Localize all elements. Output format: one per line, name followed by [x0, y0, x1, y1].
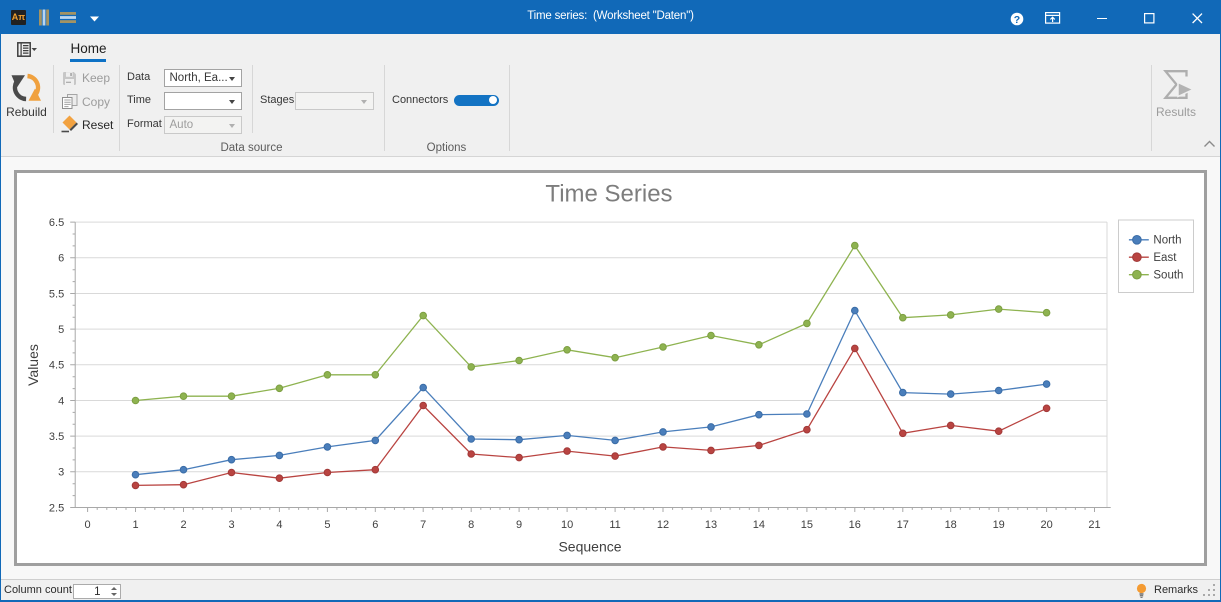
svg-text:2.5: 2.5 [49, 502, 64, 514]
svg-text:11: 11 [609, 519, 620, 531]
svg-text:4: 4 [276, 519, 282, 531]
svg-text:19: 19 [993, 519, 1005, 531]
svg-text:6: 6 [372, 519, 378, 531]
svg-text:14: 14 [753, 519, 765, 531]
svg-text:20: 20 [1040, 519, 1052, 531]
svg-text:6.5: 6.5 [49, 217, 64, 229]
svg-text:3: 3 [58, 467, 64, 479]
svg-text:South: South [1153, 270, 1183, 282]
svg-text:?: ? [1014, 14, 1020, 26]
svg-text:9: 9 [516, 519, 522, 531]
svg-text:13: 13 [705, 519, 717, 531]
svg-text:3: 3 [228, 519, 234, 531]
svg-text:Sequence: Sequence [558, 539, 621, 555]
svg-text:North: North [1153, 235, 1181, 247]
svg-text:Values: Values [25, 344, 41, 386]
svg-text:5.5: 5.5 [49, 288, 64, 300]
svg-text:3.5: 3.5 [49, 431, 64, 443]
svg-text:21: 21 [1088, 519, 1100, 531]
svg-text:1: 1 [132, 519, 138, 531]
svg-text:17: 17 [897, 519, 909, 531]
svg-text:6: 6 [58, 253, 64, 265]
svg-text:18: 18 [945, 519, 957, 531]
svg-text:Time Series: Time Series [545, 181, 672, 208]
svg-text:15: 15 [801, 519, 813, 531]
svg-text:5: 5 [324, 519, 330, 531]
svg-text:4.5: 4.5 [49, 360, 64, 372]
svg-text:10: 10 [561, 519, 573, 531]
svg-text:4: 4 [58, 395, 64, 407]
svg-text:7: 7 [420, 519, 426, 531]
svg-text:0: 0 [85, 519, 91, 531]
svg-text:5: 5 [58, 324, 64, 336]
svg-text:8: 8 [468, 519, 474, 531]
svg-text:16: 16 [849, 519, 861, 531]
svg-text:East: East [1153, 252, 1177, 264]
svg-text:2: 2 [180, 519, 186, 531]
svg-text:12: 12 [657, 519, 669, 531]
